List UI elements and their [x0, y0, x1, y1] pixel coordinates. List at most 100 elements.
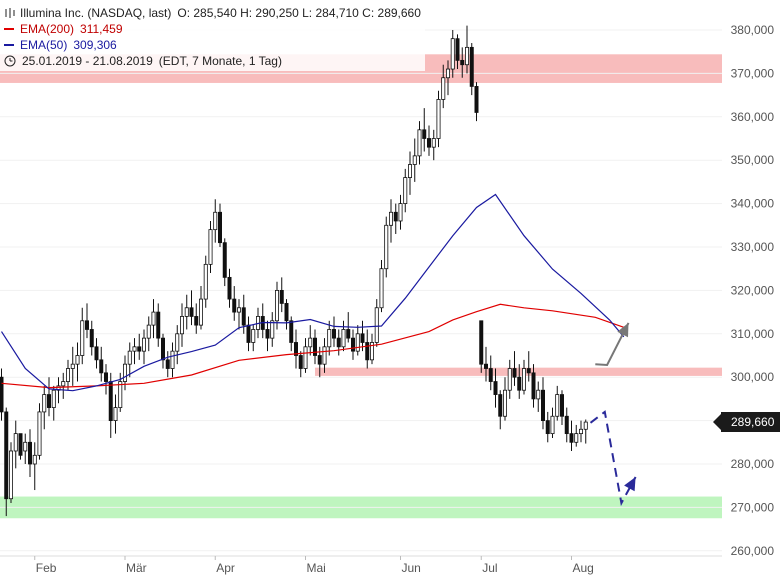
candle [156, 303, 161, 347]
candle [236, 299, 241, 330]
candle [550, 407, 555, 438]
candle [502, 377, 507, 421]
candle [379, 260, 384, 313]
legend-title: Illumina Inc. (NASDAQ, last) [20, 6, 172, 20]
legend-range-row: 25.01.2019 - 21.08.2019 (EDT, 7 Monate, … [4, 53, 421, 69]
candle [564, 407, 569, 443]
candle [18, 433, 23, 460]
candle [208, 220, 213, 274]
candle [388, 199, 393, 243]
candle [27, 429, 32, 478]
candle [170, 342, 175, 378]
y-tick-label: 340,000 [731, 197, 775, 211]
candles-layer [0, 25, 588, 517]
candle [61, 372, 66, 399]
candle [488, 355, 493, 391]
candle [312, 329, 317, 365]
y-axis: 380,000 370,000 360,000 350,000 340,000 330,0… [731, 23, 775, 558]
y-tick-label: 330,000 [731, 240, 775, 254]
y-tick-label: 360,000 [731, 110, 775, 124]
candle [436, 90, 441, 148]
x-tick-label: Mai [307, 561, 326, 575]
candle [460, 47, 465, 78]
y-tick-label: 280,000 [731, 457, 775, 471]
candle [189, 290, 194, 326]
candle [469, 43, 474, 96]
candle [13, 420, 18, 469]
candle [498, 390, 503, 430]
forecast-down-arrow [589, 410, 637, 507]
legend-ema200-value: 311,459 [80, 22, 123, 36]
clock-icon [4, 55, 16, 67]
candle [398, 194, 403, 230]
candle [198, 286, 203, 330]
candle [322, 338, 327, 373]
legend-ema200-row: EMA(200) 311,459 [4, 21, 421, 37]
resistance-zone-301 [315, 367, 722, 376]
candle [493, 368, 498, 408]
candle [184, 294, 189, 330]
candle [293, 329, 298, 369]
candle [127, 342, 132, 378]
x-tick-label: Feb [36, 561, 57, 575]
candle [23, 433, 28, 464]
candle [526, 351, 531, 382]
candle [560, 390, 565, 425]
legend-ema50-label: EMA(50) [20, 38, 68, 52]
candle [422, 108, 427, 152]
candle [151, 299, 156, 339]
candle [479, 320, 484, 373]
ema50-swatch [4, 44, 14, 46]
candle [445, 60, 450, 96]
candle [331, 316, 336, 347]
candle [450, 30, 455, 78]
candle [179, 303, 184, 347]
candle [583, 419, 588, 444]
candle [113, 394, 118, 434]
candle [441, 64, 446, 109]
candle [279, 277, 284, 313]
candle [541, 377, 546, 430]
candle [80, 307, 85, 365]
candle [85, 303, 90, 339]
candle [70, 346, 75, 386]
x-tick-label: Apr [216, 561, 235, 575]
zones-layer [0, 54, 722, 519]
candle [104, 364, 109, 395]
ema50-line [0, 193, 625, 392]
candle [298, 351, 303, 378]
candle [369, 333, 374, 365]
candle [141, 329, 146, 365]
candle [165, 351, 170, 378]
candle [341, 320, 346, 352]
ema200-swatch [4, 28, 14, 30]
candle [37, 403, 42, 460]
candle [507, 359, 512, 399]
candle [403, 168, 408, 213]
x-tick-label: Jun [402, 561, 421, 575]
candle [8, 442, 13, 504]
candle [89, 320, 94, 356]
forecast-up-arrow-head [617, 322, 629, 338]
candle [455, 34, 460, 70]
candle [374, 299, 379, 347]
candle [412, 138, 417, 182]
candle [327, 320, 332, 356]
x-tick-label: Jul [482, 561, 497, 575]
x-axis: Feb Mär Apr Mai Jun Jul Aug [0, 555, 722, 575]
candle [531, 364, 536, 408]
candle [246, 316, 251, 352]
annotations-layer [589, 322, 637, 507]
candle [270, 312, 275, 347]
candle [47, 377, 52, 417]
candle [284, 299, 289, 330]
candle [132, 338, 137, 365]
candle [522, 359, 527, 395]
ohlc-bar-icon [5, 8, 15, 18]
x-tick-label: Mär [126, 561, 147, 575]
candle [99, 346, 104, 382]
y-tick-label: 270,000 [731, 500, 775, 514]
candle [474, 82, 479, 122]
candle [579, 420, 584, 443]
